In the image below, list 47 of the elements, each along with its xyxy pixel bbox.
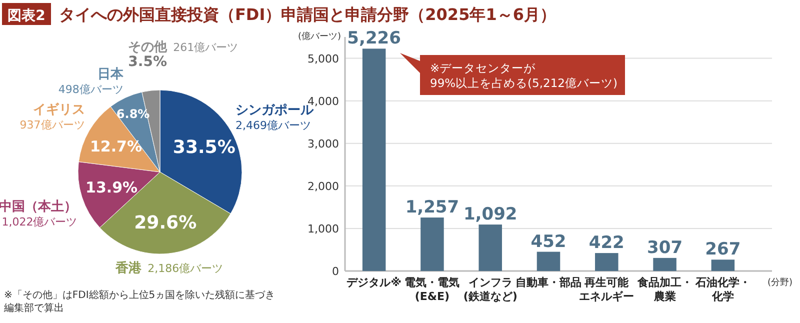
data-label: 2,186億バーツ <box>148 262 224 276</box>
bar <box>711 260 735 271</box>
annotation: ※データセンターが99%以上を占める(5,212億バーツ) <box>430 61 618 90</box>
x-tick-label: 電気・電気(E&E) <box>404 276 460 303</box>
data-label: 1,022億バーツ <box>2 216 78 229</box>
data-label: 937億バーツ <box>20 118 85 132</box>
y-tick-label: 3,000 <box>308 137 339 150</box>
bar <box>653 258 676 271</box>
data-label: 261億バーツ <box>173 41 238 54</box>
text: 29.6% <box>134 212 197 234</box>
data-label: 1,092 <box>463 204 518 225</box>
slice-label: 香港 <box>116 261 142 276</box>
slice-label: イギリス <box>32 102 85 118</box>
x-axis-title: (分野) <box>767 277 793 288</box>
bar <box>478 224 502 271</box>
text: 13.9% <box>86 178 138 197</box>
text: 33.5% <box>172 136 236 158</box>
text: ※「その他」はFDI総額から上位5ヵ国を除いた残額に基づき編集部で算出 <box>3 289 276 314</box>
y-tick-label: 1,000 <box>308 222 339 236</box>
data-label: 2,469億バーツ <box>235 118 311 132</box>
data-label: 5,226 <box>347 28 401 49</box>
data-label: 452 <box>530 232 566 252</box>
text: 3.5% <box>128 54 167 70</box>
y-tick-label: 2,000 <box>308 180 339 193</box>
x-tick-label: インフラ(鉄道など) <box>463 276 518 303</box>
data-label: 267 <box>705 240 741 260</box>
slice-label: 中国（本土） <box>0 200 78 215</box>
y-tick-label: 4,000 <box>308 94 339 108</box>
slice-label: その他 <box>128 40 168 56</box>
slice-label: 日本 <box>97 67 124 82</box>
data-label: 422 <box>588 233 624 254</box>
x-tick-label: デジタル※ <box>346 276 402 289</box>
y-axis-title: (億バーツ) <box>298 31 341 42</box>
y-tick-label: 0 <box>332 265 339 278</box>
data-label: 1,257 <box>405 198 460 218</box>
x-tick-label: 食品加工・農業 <box>636 276 692 303</box>
data-label: 498億バーツ <box>58 83 124 96</box>
data-label: 307 <box>647 238 683 258</box>
x-tick-label: 自動車・部品 <box>516 276 582 289</box>
text: 12.7% <box>90 138 142 156</box>
bar <box>536 252 560 271</box>
y-tick-label: 5,000 <box>308 52 339 66</box>
chart-title: 図表2 タイへの外国直接投資（FDI）申請国と申請分野（2025年1～6月） <box>8 5 556 24</box>
bar <box>595 253 618 271</box>
bar <box>420 218 444 271</box>
x-tick-label: 石油化学・化学 <box>694 276 750 303</box>
bar <box>362 48 386 271</box>
